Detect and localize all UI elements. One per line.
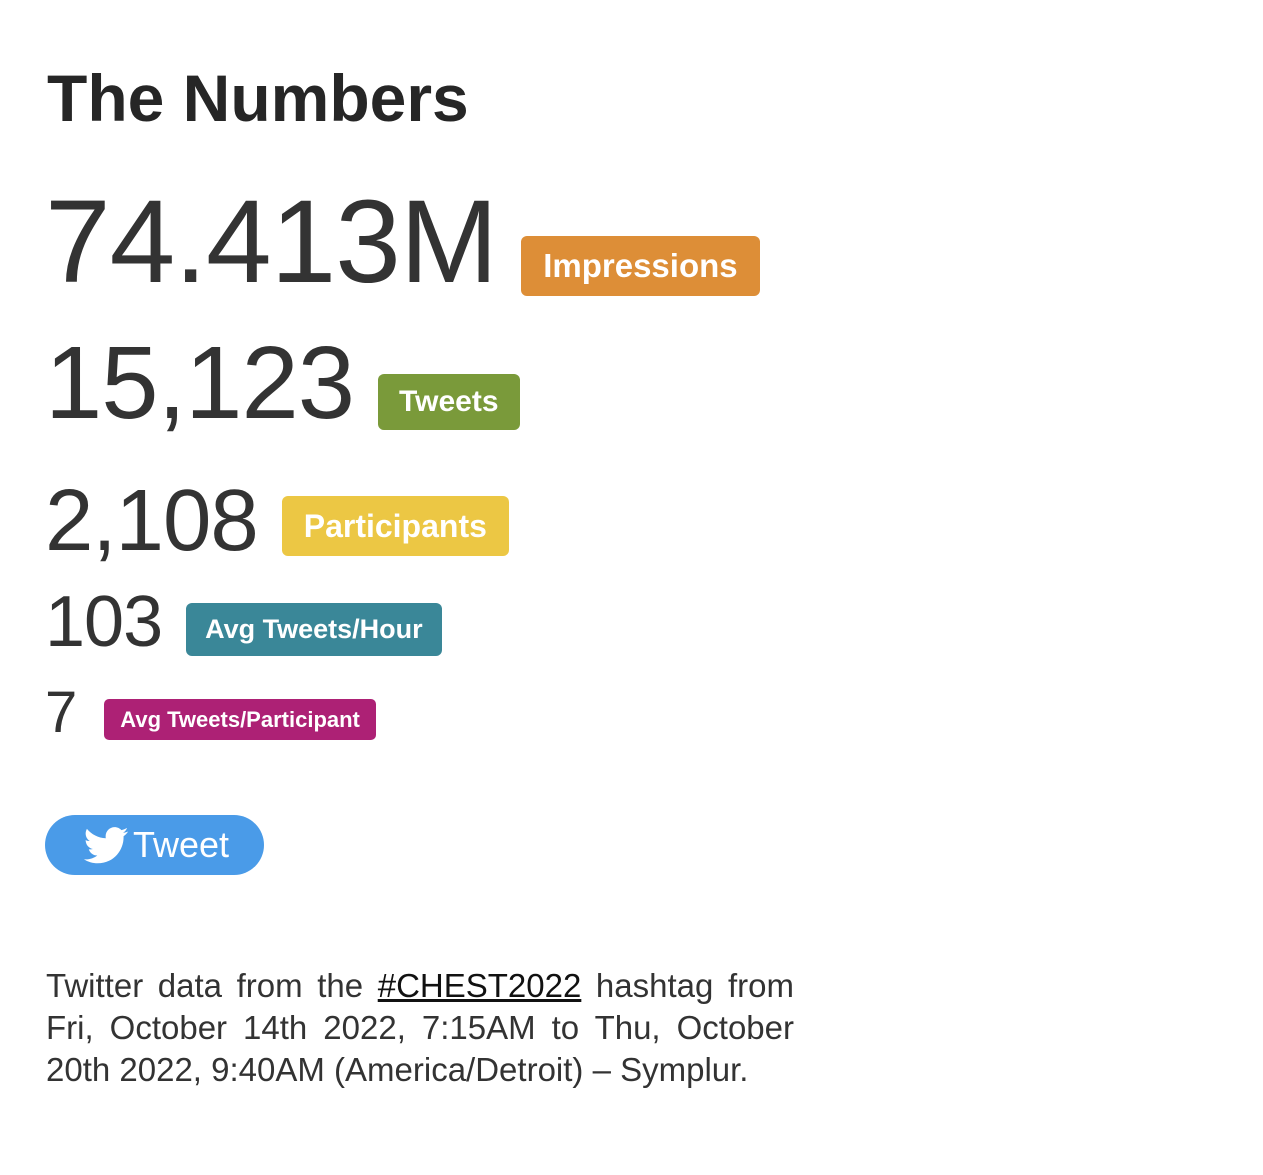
avg-tweets-per-participant-value: 7: [45, 680, 77, 745]
impressions-value: 74.413M: [45, 176, 498, 308]
data-source-note: Twitter data from the #CHEST2022 hashtag…: [46, 965, 794, 1091]
impressions-badge: Impressions: [521, 236, 760, 296]
page-title: The Numbers: [47, 61, 469, 135]
stat-avg-tweets-per-participant: 7 Avg Tweets/Participant: [45, 682, 376, 744]
tweets-badge: Tweets: [378, 374, 520, 430]
stat-avg-tweets-per-hour: 103 Avg Tweets/Hour: [45, 584, 442, 660]
tweet-button-label: Tweet: [133, 824, 230, 865]
stat-participants: 2,108 Participants: [45, 476, 509, 566]
footer-suffix: hashtag from Fri, October 14th 2022, 7:1…: [46, 967, 794, 1088]
participants-value: 2,108: [45, 472, 259, 569]
hashtag-link[interactable]: #CHEST2022: [377, 967, 582, 1004]
stat-tweets: 15,123 Tweets: [45, 330, 520, 436]
tweets-value: 15,123: [45, 325, 355, 440]
avg-tweets-per-hour-value: 103: [45, 582, 163, 662]
avg-tweets-per-hour-badge: Avg Tweets/Hour: [186, 603, 442, 656]
footer-prefix: Twitter data from the: [46, 967, 378, 1004]
avg-tweets-per-participant-badge: Avg Tweets/Participant: [104, 699, 376, 740]
participants-badge: Participants: [281, 496, 509, 556]
stat-impressions: 74.413M Impressions: [45, 180, 760, 304]
twitter-bird-icon: [83, 827, 129, 864]
tweet-button[interactable]: Tweet: [45, 815, 264, 875]
